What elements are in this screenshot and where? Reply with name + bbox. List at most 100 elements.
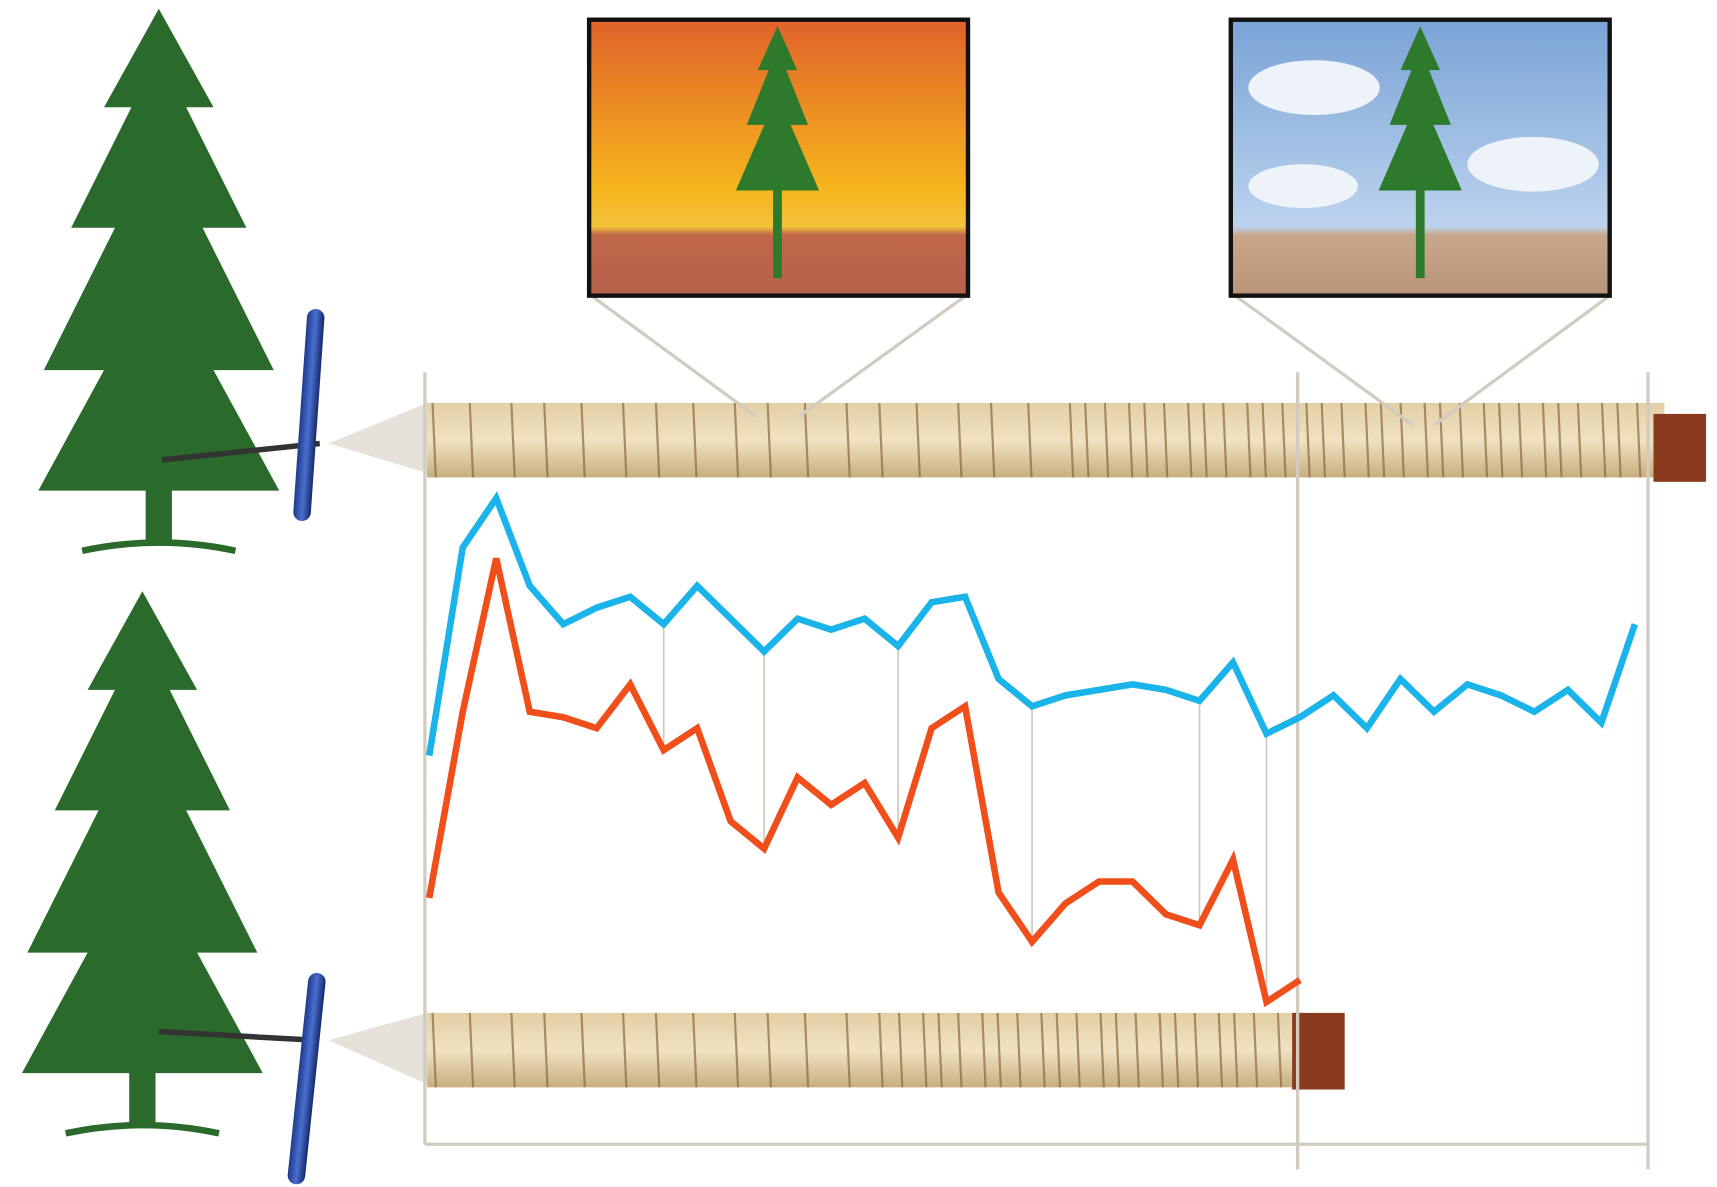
borer-handle (287, 972, 326, 1185)
tree-ring (989, 402, 996, 478)
tree-ring (1246, 402, 1252, 478)
tree-ring (1084, 402, 1090, 478)
tree-ring (1187, 402, 1193, 478)
tree-ring (1016, 1012, 1022, 1088)
tree-ring (1305, 402, 1311, 478)
tree-ring (766, 1012, 772, 1088)
tree-ring (845, 1012, 851, 1088)
tree-ring (1114, 1012, 1121, 1088)
tree-ring (915, 402, 921, 478)
decoration (22, 9, 1707, 1185)
tree-core (427, 402, 1707, 482)
tree-ring (957, 402, 963, 478)
callout-line (798, 294, 967, 418)
callout-line (1433, 294, 1611, 427)
tree-ring (1055, 1012, 1062, 1088)
tree-ring (1600, 402, 1607, 478)
tree-ring (1438, 402, 1445, 478)
tree-ring (1616, 402, 1622, 478)
tree-icon (22, 591, 263, 1133)
tree-ring (878, 1012, 884, 1088)
tree-ring (1127, 402, 1134, 478)
tree-ring (621, 402, 628, 478)
wet-scene (1228, 17, 1612, 298)
tree-ring (1541, 402, 1548, 478)
tree-ring (766, 402, 772, 478)
callout-line (590, 294, 757, 418)
tree-ring (1040, 1012, 1046, 1088)
tree-ring (981, 1012, 987, 1088)
tree-ring (510, 402, 516, 478)
tree-ring (1320, 402, 1327, 478)
tree-ring (431, 1012, 437, 1088)
tree-ring (1252, 1012, 1259, 1088)
tree-ring (1162, 402, 1169, 478)
tree-ring (1193, 1012, 1200, 1088)
tree-ring (468, 402, 475, 478)
tree-ring (1222, 402, 1228, 478)
tree-ring (1261, 402, 1267, 478)
tree-ring (1635, 402, 1642, 478)
tree-ring (1517, 402, 1524, 478)
drought-scene (586, 17, 971, 298)
tree-ring (580, 402, 586, 478)
tree-ring (733, 1012, 740, 1088)
tree-ring (543, 402, 549, 478)
borer-shaft (161, 440, 321, 463)
tree-ring (1099, 1012, 1105, 1088)
tree-ring (897, 1012, 904, 1088)
zoom-wedge (328, 1012, 428, 1085)
callout-line (1234, 294, 1414, 427)
tree-ring (468, 1012, 475, 1088)
tree-ring (1202, 402, 1208, 478)
tree-ring (1217, 1012, 1224, 1088)
tree-ring (1458, 402, 1465, 478)
tree-ring (1027, 402, 1033, 478)
tree-ring (1173, 1012, 1180, 1088)
tree-ring (1134, 1012, 1140, 1088)
tree-ring (1364, 402, 1370, 478)
data-line (426, 557, 1302, 1008)
tree-ring (803, 402, 810, 478)
tree-ring (1158, 1012, 1165, 1088)
tree-ring (922, 1012, 928, 1088)
tree-core (427, 1012, 1345, 1090)
tree-ring (1143, 402, 1149, 478)
tree-ring (878, 402, 884, 478)
tree-ring (1103, 402, 1110, 478)
tree-ring (1482, 402, 1489, 478)
tree-ring (1423, 402, 1430, 478)
data-line (426, 491, 1638, 757)
tree-ring (1340, 402, 1346, 478)
tree-ring (621, 1012, 628, 1088)
tree-ring (543, 1012, 549, 1088)
tree-ring (937, 1012, 943, 1088)
tree-ring (1576, 402, 1583, 478)
tree-ring (654, 402, 661, 478)
tree-ring (996, 1012, 1002, 1088)
tree-ring (803, 1012, 810, 1088)
borer-shaft (158, 1028, 316, 1044)
tree-ring (510, 1012, 516, 1088)
tree-ring (692, 402, 698, 478)
tree-ring (1281, 402, 1287, 478)
tree-icon (38, 9, 279, 551)
tree-ring (733, 402, 740, 478)
zoom-wedge (328, 402, 428, 474)
tree-ring (1276, 1012, 1283, 1088)
tree-ring (654, 1012, 661, 1088)
borer-handle (293, 309, 325, 521)
tree-ring (1557, 402, 1563, 478)
tree-ring (692, 1012, 698, 1088)
tree-ring (1075, 1012, 1081, 1088)
tree-ring (957, 1012, 963, 1088)
tree-ring (1497, 402, 1504, 478)
tree-ring (580, 1012, 586, 1088)
tree-ring (431, 402, 437, 478)
tree-ring (1068, 402, 1075, 478)
tree-ring (1379, 402, 1386, 478)
tree-ring (845, 402, 851, 478)
tree-ring (1232, 1012, 1239, 1088)
